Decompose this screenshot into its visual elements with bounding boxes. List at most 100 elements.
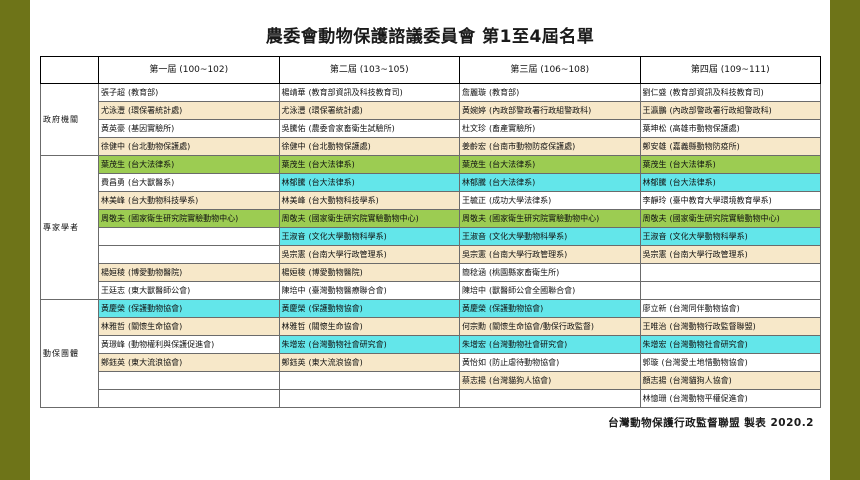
member-name: 王瀛鵬 (642, 106, 667, 115)
member-cell: 王毓正 (成功大學法律系) (459, 191, 641, 210)
member-affiliation: (國家衛生研究院實驗動物中心) (308, 214, 419, 223)
member-cell (98, 389, 280, 408)
member-affiliation: (教育部) (489, 88, 520, 97)
committee-roster-table: 第一屆 (100~102) 第二屆 (103~105) 第三屆 (106~108… (40, 56, 821, 408)
member-cell (639, 263, 821, 282)
member-affiliation: (國家衛生研究院實驗動物中心) (489, 214, 600, 223)
member-cell (98, 245, 280, 264)
member-name: 黃英豪 (101, 124, 125, 133)
member-affiliation: (台灣貓狗人協會) (489, 376, 552, 385)
member-affiliation: (文化大學動物科學系) (669, 232, 748, 241)
member-cell (278, 389, 460, 408)
member-cell: 黃璟峰 (動物權利與保護促進會) (98, 335, 280, 354)
member-cell: 何宗勳 (關懷生命協會/動保行政監督) (459, 317, 641, 336)
member-name: 周敬夫 (462, 214, 486, 223)
member-cell: 朱增宏 (台灣動物社會研究會) (278, 335, 460, 354)
table-row: 專家學者 葉茂生 (台大法律系) 葉茂生 (台大法律系) 葉茂生 (台大法律系) 葉茂生 (台大… (40, 155, 821, 300)
member-name: 林雅哲 (101, 322, 125, 331)
member-cell: 林美峰 (台大動物科技學系) (98, 191, 280, 210)
member-cell: 黃婉婷 (內政部警政署行政組警政科) (459, 101, 641, 120)
member-affiliation: (畜產實驗所) (489, 124, 536, 133)
member-cell: 黃慶榮 (保護動物協會) (459, 299, 641, 318)
member-affiliation: (台大法律系) (489, 160, 536, 169)
column-header-term-2: 第二屆 (103~105) (278, 56, 460, 84)
member-affiliation: (內政部警政署行政組警政科) (669, 106, 772, 115)
member-affiliation: (教育部) (128, 88, 159, 97)
table-row: 徐健中 (台北動物保護處) 徐健中 (台北動物保護處) 姜齡宏 (台南市動物防疫保護處) 鄭… (41, 137, 821, 156)
member-cell: 吳宗憲 (台南大學行政管理系) (278, 245, 460, 264)
member-name: 王廷志 (101, 286, 125, 295)
member-cell: 王唯治 (台灣動物行政監督聯盟) (639, 317, 821, 336)
table-row: 費昌勇 (台大獸醫系) 林郁騰 (台大法律系) 林郁騰 (台大法律系) 林郁騰 (台大法律系) (41, 173, 821, 192)
member-name: 劉仁盛 (642, 88, 667, 97)
member-affiliation: (防止虐待動物協會) (489, 358, 560, 367)
member-cell (459, 389, 641, 408)
member-affiliation: (成功大學法律系) (489, 196, 552, 205)
member-affiliation: (環保署統計處) (308, 106, 363, 115)
member-affiliation: (保護動物協會) (128, 304, 183, 313)
member-affiliation: (台灣動物平權促進會) (669, 394, 748, 403)
section-label-2: 專家學者 (40, 155, 99, 300)
member-cell: 葉茂生 (台大法律系) (459, 155, 641, 174)
member-name: 林郁騰 (462, 178, 486, 187)
member-name: 楊姮稜 (101, 268, 125, 277)
member-affiliation: (桃園縣家畜衛生所) (489, 268, 560, 277)
member-affiliation: (保護動物協會) (308, 304, 363, 313)
table-row: 林雅哲 (關懷生命協會) 林雅哲 (關懷生命協會) 何宗勳 (關懷生命協會/動保行政監督)… (41, 317, 821, 336)
table-row: 周敬夫 (國家衛生研究院實驗動物中心) 周敬夫 (國家衛生研究院實驗動物中心) 周敬夫(… (41, 209, 821, 228)
member-name: 葉茂生 (642, 160, 667, 169)
member-cell: 鄭安雄 (嘉義縣動物防疫所) (639, 137, 821, 156)
document-footer: 台灣動物保護行政監督聯盟 製表 2020.2 (608, 417, 814, 429)
member-cell: 尤泳灃 (環保署統計處) (98, 101, 280, 120)
member-cell: 楊姮稜 (博愛動物醫院) (98, 263, 280, 282)
table-row: 吳宗憲 (台南大學行政管理系) 吳宗憲 (台南大學行政管理系) 吳宗憲 (台南大學行政管理… (41, 245, 821, 264)
member-name: 簡稔涵 (462, 268, 486, 277)
member-cell: 林郁騰 (台大法律系) (278, 173, 460, 192)
member-name: 葉茂生 (281, 160, 306, 169)
member-name: 尤泳灃 (101, 106, 125, 115)
member-name: 郭璇 (642, 358, 659, 367)
member-affiliation: (動物權利與保護促進會) (128, 340, 215, 349)
member-name: 尤泳灃 (281, 106, 306, 115)
table-row: 黃英豪 (基因實驗所) 吳騰佑 (農委會家畜衛生試驗所) 杜文珍 (畜產實驗所) 葉坤松 (高… (41, 119, 821, 138)
member-affiliation: (台大法律系) (489, 178, 536, 187)
member-name: 姜齡宏 (462, 142, 486, 151)
member-affiliation: (保護動物協會) (489, 304, 544, 313)
member-cell: 周敬夫 (國家衛生研究院實驗動物中心) (639, 209, 821, 228)
member-affiliation: (台南大學行政管理系) (669, 250, 748, 259)
member-affiliation: (關懷生命協會) (308, 322, 363, 331)
member-name: 顏志揚 (642, 376, 667, 385)
column-header-term-1: 第一屆 (100~102) (98, 56, 280, 84)
member-name: 王淑音 (281, 232, 306, 241)
member-name: 徐健中 (281, 142, 306, 151)
member-cell: 尤泳灃 (環保署統計處) (278, 101, 460, 120)
member-cell: 費昌勇 (台大獸醫系) (98, 173, 280, 192)
table-row: 楊姮稜 (博愛動物醫院) 楊姮稜 (博愛動物醫院) 簡稔涵 (桃園縣家畜衛生所) (41, 263, 821, 282)
member-cell: 吳騰佑 (農委會家畜衛生試驗所) (278, 119, 460, 138)
member-affiliation: (台灣動物社會研究會) (308, 340, 387, 349)
member-cell: 顏志揚 (台灣貓狗人協會) (639, 371, 821, 390)
member-affiliation: (關懷生命協會) (128, 322, 183, 331)
member-affiliation: (文化大學動物科學系) (489, 232, 568, 241)
member-affiliation: (臺中教育大學環境教育學系) (669, 196, 772, 205)
member-cell (278, 371, 460, 390)
member-name: 黃怡如 (462, 358, 486, 367)
member-name: 何宗勳 (462, 322, 486, 331)
table-row: 黃璟峰 (動物權利與保護促進會) 朱增宏 (台灣動物社會研究會) 朱增宏 (台灣動物社會研… (41, 335, 821, 354)
member-name: 費昌勇 (101, 178, 125, 187)
member-name: 葉坤松 (642, 124, 667, 133)
member-name: 王毓正 (462, 196, 486, 205)
member-cell: 陳培中 (臺灣動物醫療聯合會) (278, 281, 460, 300)
member-cell: 林雅哲 (關懷生命協會) (278, 317, 460, 336)
member-cell (98, 371, 280, 390)
member-affiliation: (台大法律系) (669, 178, 716, 187)
member-cell (98, 227, 280, 246)
member-name: 李靜玲 (642, 196, 667, 205)
column-header-term-3: 第三屆 (106~108) (459, 56, 641, 84)
member-cell: 黃慶榮 (保護動物協會) (278, 299, 460, 318)
table-body: 政府機關 張子超 (教育部) 楊靖華 (教育部資訊及科技教育司) 詹麗璇 (教育部) 劉仁盛(… (40, 83, 821, 408)
member-name: 朱增宏 (642, 340, 667, 349)
table-row: 林憶珊 (台灣動物平權促進會) (41, 389, 821, 408)
member-affiliation: (台灣動物社會研究會) (489, 340, 568, 349)
member-cell: 楊靖華 (教育部資訊及科技教育司) (278, 83, 460, 102)
